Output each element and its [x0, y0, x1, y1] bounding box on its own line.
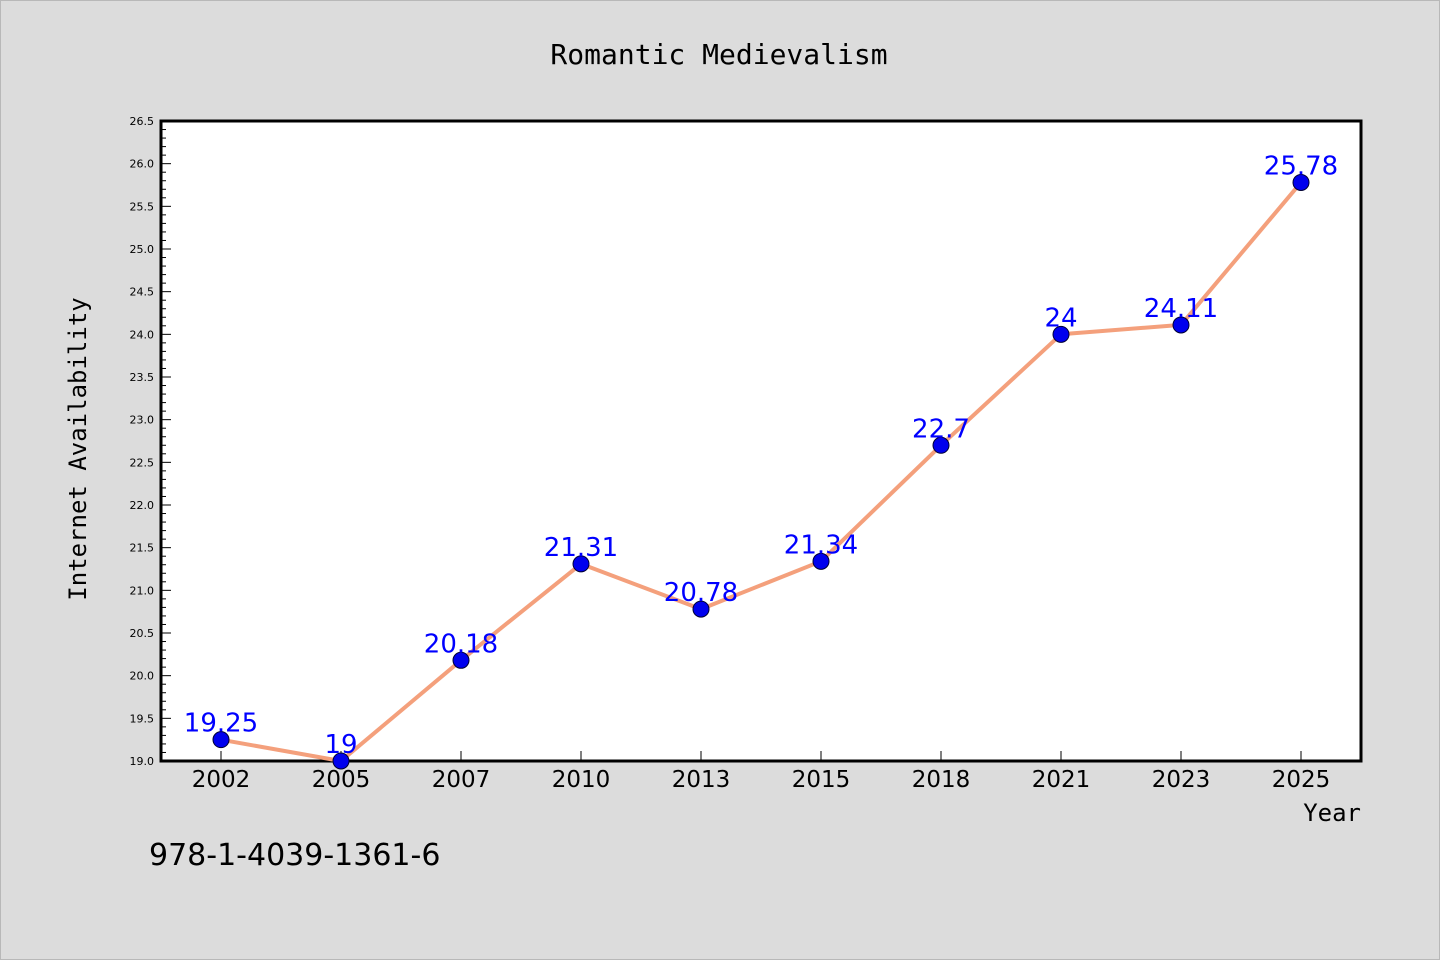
x-tick-label: 2013 [672, 767, 731, 793]
data-points [212, 173, 1310, 770]
data-point [692, 600, 710, 618]
data-point [452, 651, 470, 669]
data-label: 21.31 [544, 533, 618, 563]
x-tick-label: 2015 [792, 767, 851, 793]
x-axis-label: Year [1303, 799, 1361, 827]
data-label: 19.25 [184, 709, 258, 739]
x-tick-label: 2005 [312, 767, 371, 793]
y-tick-label: 26.5 [130, 115, 155, 128]
data-point [572, 555, 590, 573]
y-axis-label: Internet Availability [64, 297, 92, 600]
x-axis: 2002 2005 2007 2010 2013 2015 2018 2021 2023 2025 [192, 751, 1331, 793]
y-tick-label: 25.5 [130, 200, 155, 213]
chart-title: Romantic Medievalism [550, 38, 887, 71]
data-label: 25.78 [1264, 151, 1338, 181]
data-label: 20.78 [664, 578, 738, 608]
x-tick-label: 2023 [1152, 767, 1211, 793]
data-label: 21.34 [784, 530, 858, 560]
data-point [1292, 173, 1310, 191]
data-point [932, 436, 950, 454]
data-point [812, 552, 830, 570]
data-labels: 19.25 19 20.18 21.31 20.78 21.34 22.7 24 24.11 25… [184, 151, 1338, 760]
data-label: 19 [324, 730, 357, 760]
y-tick-label: 22.0 [130, 499, 155, 512]
data-label: 20.18 [424, 629, 498, 659]
data-point [212, 731, 230, 749]
y-tick-label: 20.5 [130, 627, 155, 640]
data-point [1172, 316, 1190, 334]
y-tick-label: 20.0 [130, 670, 155, 683]
x-tick-label: 2021 [1032, 767, 1091, 793]
y-tick-label: 19.0 [130, 755, 155, 768]
data-label: 24 [1044, 303, 1077, 333]
isbn-annotation: 978-1-4039-1361-6 [149, 838, 440, 873]
x-tick-label: 2025 [1272, 767, 1331, 793]
y-tick-label: 24.0 [130, 328, 155, 341]
y-tick-label: 23.0 [130, 414, 155, 427]
x-tick-label: 2018 [912, 767, 971, 793]
data-point [1052, 325, 1070, 343]
data-label: 24.11 [1144, 294, 1218, 324]
y-tick-label: 21.5 [130, 542, 155, 555]
series-line [220, 181, 1303, 763]
x-tick-label: 2007 [432, 767, 491, 793]
y-tick-label: 22.5 [130, 456, 155, 469]
y-tick-label: 24.5 [130, 286, 155, 299]
y-tick-label: 21.0 [130, 584, 155, 597]
y-tick-label: 25.0 [130, 243, 155, 256]
data-point [332, 752, 350, 770]
y-axis: 19.0 19.5 20.0 20.5 21.0 21.5 22.0 22.5 23.0 23.5… [130, 115, 171, 768]
data-label: 22.7 [912, 414, 970, 444]
y-tick-label: 23.5 [130, 371, 155, 384]
y-tick-label: 26.0 [130, 158, 155, 171]
plot-area [159, 119, 1363, 763]
x-tick-label: 2010 [552, 767, 611, 793]
y-tick-label: 19.5 [130, 712, 155, 725]
x-tick-label: 2002 [192, 767, 251, 793]
